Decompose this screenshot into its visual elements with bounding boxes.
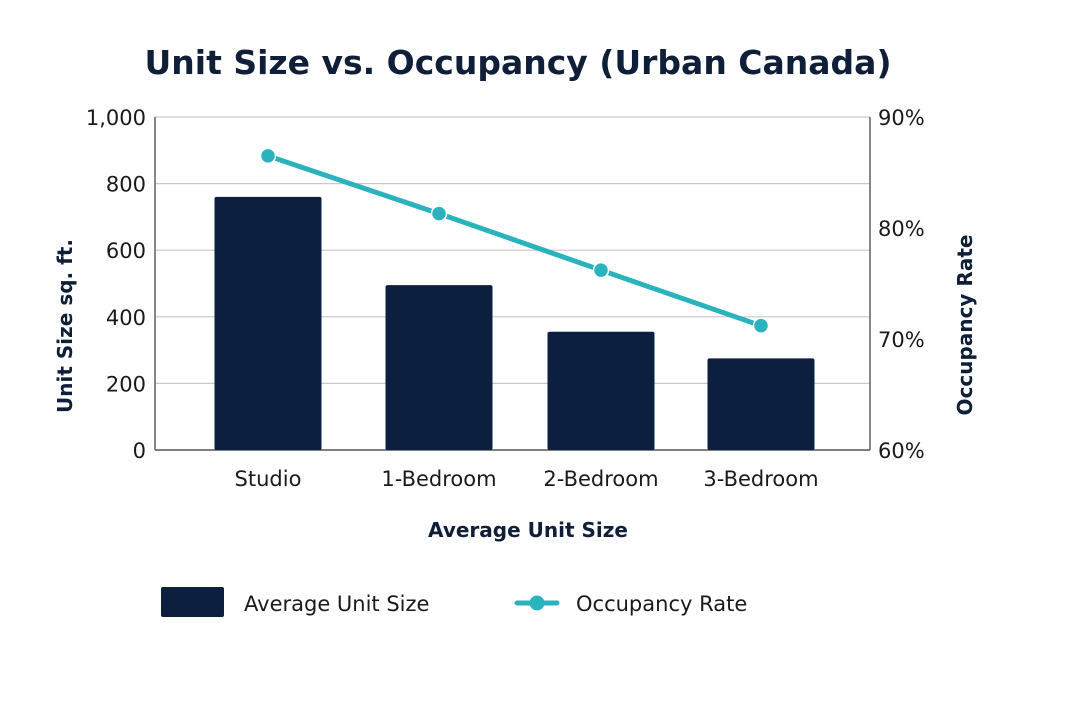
- y2-tick-label: 60%: [878, 439, 925, 463]
- line-point: [259, 147, 277, 165]
- bar: [707, 358, 815, 450]
- y-tick-label: 0: [133, 439, 146, 463]
- x-tick-label: 3-Bedroom: [703, 467, 818, 491]
- bar: [385, 285, 493, 450]
- y-tick-label: 400: [106, 306, 146, 330]
- y-tick-label: 200: [106, 372, 146, 396]
- occupancy-line: [265, 153, 764, 329]
- bar-series: [214, 196, 815, 450]
- y2-axis-ticks: 60% 70% 80% 90%: [878, 106, 925, 463]
- x-tick-label: Studio: [235, 467, 302, 491]
- y-tick-label: 600: [106, 239, 146, 263]
- x-axis-title: Average Unit Size: [428, 518, 628, 542]
- legend-swatch-bar: [161, 587, 224, 617]
- legend: Average Unit Size Occupancy Rate: [161, 587, 747, 617]
- y2-tick-label: 80%: [878, 217, 925, 241]
- line-point: [592, 261, 610, 279]
- legend-label-bar: Average Unit Size: [244, 592, 429, 616]
- x-tick-label: 2-Bedroom: [543, 467, 658, 491]
- legend-label-line: Occupancy Rate: [576, 592, 747, 616]
- x-tick-label: 1-Bedroom: [381, 467, 496, 491]
- y2-tick-label: 90%: [878, 106, 925, 130]
- y-axis-ticks: 0 200 400 600 800 1,000: [86, 106, 146, 463]
- line-series: [259, 147, 770, 334]
- y-tick-label: 800: [106, 173, 146, 197]
- bar: [214, 196, 322, 450]
- legend-swatch-marker: [529, 595, 545, 611]
- x-axis-ticks: Studio 1-Bedroom 2-Bedroom 3-Bedroom: [235, 467, 819, 491]
- chart-title: Unit Size vs. Occupancy (Urban Canada): [144, 43, 891, 82]
- y-axis-title: Unit Size sq. ft.: [53, 239, 77, 413]
- line-point: [430, 205, 448, 222]
- bar: [547, 331, 655, 450]
- y2-axis-title: Occupancy Rate: [953, 235, 977, 416]
- line-point: [752, 317, 770, 334]
- y-tick-label: 1,000: [86, 106, 146, 130]
- y2-tick-label: 70%: [878, 328, 925, 352]
